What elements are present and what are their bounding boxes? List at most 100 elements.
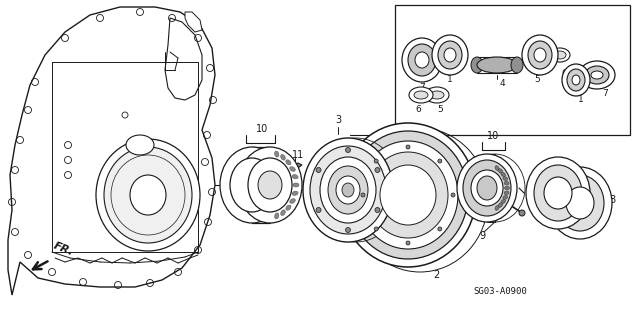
Text: 8: 8	[592, 183, 598, 193]
Ellipse shape	[526, 157, 590, 229]
Ellipse shape	[104, 147, 192, 243]
Ellipse shape	[409, 87, 433, 103]
Circle shape	[438, 227, 442, 231]
Ellipse shape	[303, 138, 393, 242]
Ellipse shape	[358, 141, 458, 249]
Ellipse shape	[368, 152, 448, 238]
Ellipse shape	[220, 147, 284, 223]
Circle shape	[451, 193, 455, 197]
Ellipse shape	[495, 166, 499, 170]
Text: 5: 5	[534, 76, 540, 85]
Ellipse shape	[534, 48, 546, 62]
Text: 4: 4	[499, 78, 505, 87]
Ellipse shape	[444, 48, 456, 62]
Circle shape	[374, 227, 378, 231]
Ellipse shape	[286, 205, 291, 210]
Ellipse shape	[591, 71, 603, 79]
Bar	[395, 5, 630, 135]
Ellipse shape	[230, 158, 274, 212]
Ellipse shape	[566, 187, 594, 219]
Text: 10: 10	[256, 124, 268, 134]
Text: 9: 9	[479, 231, 485, 241]
Ellipse shape	[348, 131, 468, 259]
Ellipse shape	[463, 160, 511, 216]
Ellipse shape	[432, 35, 468, 75]
Ellipse shape	[380, 165, 436, 225]
Ellipse shape	[544, 177, 572, 209]
Ellipse shape	[310, 146, 386, 234]
Ellipse shape	[96, 139, 200, 251]
Ellipse shape	[286, 160, 291, 165]
Ellipse shape	[554, 51, 566, 59]
Ellipse shape	[258, 171, 282, 199]
Ellipse shape	[130, 175, 166, 215]
Circle shape	[519, 210, 525, 216]
Ellipse shape	[457, 154, 517, 222]
Ellipse shape	[290, 199, 295, 203]
Polygon shape	[290, 163, 302, 170]
Circle shape	[361, 193, 365, 197]
Text: 7: 7	[602, 88, 608, 98]
Ellipse shape	[281, 154, 285, 160]
Text: 7: 7	[419, 84, 425, 93]
Text: 3: 3	[335, 115, 341, 125]
Ellipse shape	[275, 151, 279, 157]
Ellipse shape	[495, 205, 499, 210]
Text: 11: 11	[292, 150, 304, 160]
Ellipse shape	[340, 123, 476, 267]
Ellipse shape	[534, 165, 582, 221]
Ellipse shape	[415, 52, 429, 68]
Text: 5: 5	[437, 105, 443, 114]
Ellipse shape	[336, 176, 360, 204]
Ellipse shape	[504, 182, 509, 185]
Ellipse shape	[528, 41, 552, 69]
Circle shape	[316, 167, 321, 173]
Ellipse shape	[477, 57, 517, 73]
Ellipse shape	[414, 91, 428, 99]
Ellipse shape	[572, 75, 580, 85]
Ellipse shape	[402, 38, 442, 82]
Circle shape	[375, 167, 380, 173]
Ellipse shape	[126, 135, 154, 155]
Ellipse shape	[562, 64, 590, 96]
Ellipse shape	[430, 91, 444, 99]
Ellipse shape	[504, 191, 509, 195]
Ellipse shape	[522, 35, 558, 75]
Ellipse shape	[503, 196, 508, 199]
Circle shape	[374, 159, 378, 163]
Ellipse shape	[548, 167, 612, 239]
Ellipse shape	[511, 57, 523, 73]
Ellipse shape	[328, 166, 368, 214]
Ellipse shape	[438, 41, 462, 69]
Ellipse shape	[550, 48, 570, 62]
Ellipse shape	[248, 158, 292, 212]
Text: 8: 8	[609, 195, 615, 205]
Ellipse shape	[408, 44, 436, 76]
Ellipse shape	[499, 169, 502, 173]
Ellipse shape	[585, 66, 609, 84]
Ellipse shape	[503, 177, 508, 181]
Ellipse shape	[292, 191, 298, 195]
Circle shape	[346, 227, 351, 233]
Text: 1: 1	[447, 76, 453, 85]
Ellipse shape	[501, 199, 506, 204]
Text: 6: 6	[561, 69, 567, 78]
Text: 6: 6	[415, 105, 421, 114]
Ellipse shape	[556, 175, 604, 231]
Text: 10: 10	[487, 131, 499, 141]
Ellipse shape	[342, 183, 354, 197]
Text: 1: 1	[578, 95, 584, 105]
Circle shape	[375, 207, 380, 212]
Ellipse shape	[293, 183, 299, 187]
Circle shape	[316, 207, 321, 212]
Ellipse shape	[501, 172, 506, 176]
Ellipse shape	[579, 61, 615, 89]
Polygon shape	[8, 7, 215, 295]
Text: 2: 2	[433, 270, 439, 280]
Ellipse shape	[425, 87, 449, 103]
Circle shape	[406, 241, 410, 245]
Ellipse shape	[281, 210, 285, 216]
Ellipse shape	[504, 186, 509, 190]
Ellipse shape	[477, 176, 497, 200]
Ellipse shape	[290, 167, 295, 171]
